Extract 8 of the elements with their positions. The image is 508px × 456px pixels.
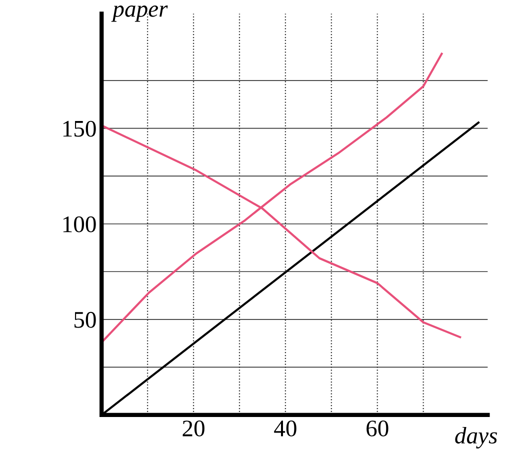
y-tick-label: 50 bbox=[74, 312, 96, 328]
x-tick-label: 60 bbox=[366, 420, 388, 436]
y-axis-title: paper bbox=[111, 6, 168, 22]
x-tick-label: 40 bbox=[274, 420, 296, 436]
x-tick-label: 20 bbox=[182, 420, 204, 436]
y-tick-label: 100 bbox=[63, 216, 96, 232]
x-axis-title: days bbox=[455, 427, 498, 448]
y-tick-label: 150 bbox=[63, 120, 96, 137]
